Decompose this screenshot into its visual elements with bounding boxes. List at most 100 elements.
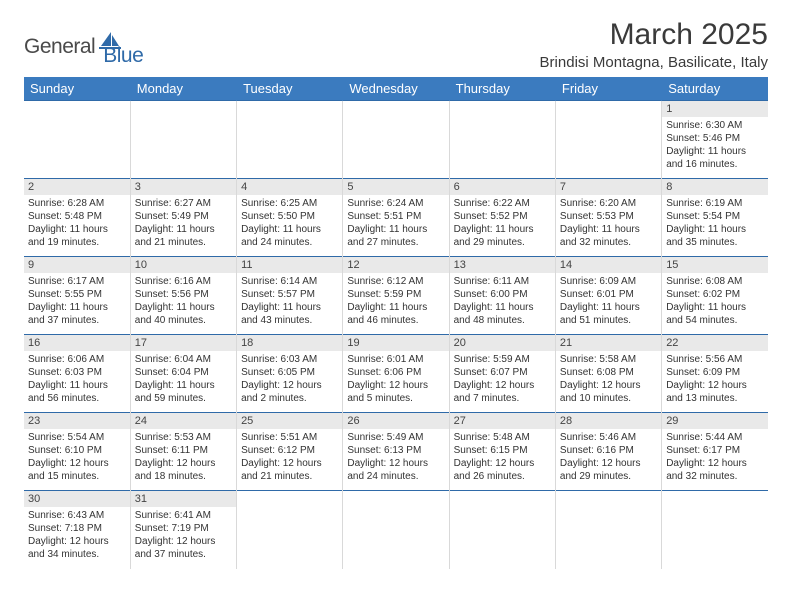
logo-text-blue: Blue	[103, 44, 143, 68]
calendar-empty-cell	[343, 491, 449, 569]
day-info: Sunrise: 6:16 AMSunset: 5:56 PMDaylight:…	[135, 275, 232, 327]
calendar-week-row: 2 Sunrise: 6:28 AMSunset: 5:48 PMDaylight…	[24, 179, 768, 257]
header: General Blue March 2025 Brindisi Montagn…	[24, 18, 768, 71]
calendar-day-cell: 21Sunrise: 5:58 AMSunset: 6:08 PMDayligh…	[555, 335, 661, 413]
day-info: Sunrise: 6:20 AMSunset: 5:53 PMDaylight:…	[560, 197, 657, 249]
day-info: Sunrise: 5:49 AMSunset: 6:13 PMDaylight:…	[347, 431, 444, 483]
day-info: Sunrise: 5:46 AMSunset: 6:16 PMDaylight:…	[560, 431, 657, 483]
day-number: 24	[131, 413, 236, 429]
daylight-line: Daylight: 12 hours and 37 minutes.	[135, 535, 232, 561]
sunset-line: Sunset: 6:06 PM	[347, 366, 444, 379]
weekday-header: Saturday	[662, 77, 768, 101]
weekday-header: Sunday	[24, 77, 130, 101]
sunset-line: Sunset: 6:07 PM	[454, 366, 551, 379]
sunset-line: Sunset: 6:01 PM	[560, 288, 657, 301]
day-number: 25	[237, 413, 342, 429]
sunrise-line: Sunrise: 6:11 AM	[454, 275, 551, 288]
calendar-week-row: 30Sunrise: 6:43 AMSunset: 7:18 PMDayligh…	[24, 491, 768, 569]
calendar-day-cell: 17Sunrise: 6:04 AMSunset: 6:04 PMDayligh…	[130, 335, 236, 413]
day-info: Sunrise: 6:30 AMSunset: 5:46 PMDaylight:…	[666, 119, 764, 171]
sunset-line: Sunset: 5:54 PM	[666, 210, 764, 223]
day-number: 28	[556, 413, 661, 429]
sunset-line: Sunset: 5:57 PM	[241, 288, 338, 301]
sunrise-line: Sunrise: 5:53 AM	[135, 431, 232, 444]
calendar-empty-cell	[449, 101, 555, 179]
calendar-day-cell: 16Sunrise: 6:06 AMSunset: 6:03 PMDayligh…	[24, 335, 130, 413]
logo: General Blue	[24, 26, 143, 68]
daylight-line: Daylight: 12 hours and 32 minutes.	[666, 457, 764, 483]
weekday-header: Thursday	[449, 77, 555, 101]
day-number: 17	[131, 335, 236, 351]
sunrise-line: Sunrise: 6:06 AM	[28, 353, 126, 366]
day-number: 23	[24, 413, 130, 429]
calendar-day-cell: 14Sunrise: 6:09 AMSunset: 6:01 PMDayligh…	[555, 257, 661, 335]
day-number: 31	[131, 491, 236, 507]
day-info: Sunrise: 6:24 AMSunset: 5:51 PMDaylight:…	[347, 197, 444, 249]
sunset-line: Sunset: 6:16 PM	[560, 444, 657, 457]
sunrise-line: Sunrise: 5:49 AM	[347, 431, 444, 444]
calendar-empty-cell	[130, 101, 236, 179]
sunrise-line: Sunrise: 6:19 AM	[666, 197, 764, 210]
day-number: 20	[450, 335, 555, 351]
sunrise-line: Sunrise: 5:58 AM	[560, 353, 657, 366]
sunset-line: Sunset: 6:05 PM	[241, 366, 338, 379]
day-info: Sunrise: 6:41 AMSunset: 7:19 PMDaylight:…	[135, 509, 232, 561]
calendar-week-row: 23 Sunrise: 5:54 AMSunset: 6:10 PMDayligh…	[24, 413, 768, 491]
daylight-line: Daylight: 11 hours and 21 minutes.	[135, 223, 232, 249]
calendar-week-row: 16Sunrise: 6:06 AMSunset: 6:03 PMDayligh…	[24, 335, 768, 413]
day-info: Sunrise: 5:53 AMSunset: 6:11 PMDaylight:…	[135, 431, 232, 483]
calendar-day-cell: 25 Sunrise: 5:51 AMSunset: 6:12 PMDayligh…	[237, 413, 343, 491]
weekday-header: Tuesday	[237, 77, 343, 101]
title-block: March 2025 Brindisi Montagna, Basilicate…	[540, 18, 768, 71]
daylight-line: Daylight: 11 hours and 27 minutes.	[347, 223, 444, 249]
sunset-line: Sunset: 6:09 PM	[666, 366, 764, 379]
daylight-line: Daylight: 11 hours and 48 minutes.	[454, 301, 551, 327]
daylight-line: Daylight: 11 hours and 32 minutes.	[560, 223, 657, 249]
day-info: Sunrise: 5:58 AMSunset: 6:08 PMDaylight:…	[560, 353, 657, 405]
sunset-line: Sunset: 5:53 PM	[560, 210, 657, 223]
calendar-empty-cell	[237, 491, 343, 569]
daylight-line: Daylight: 11 hours and 46 minutes.	[347, 301, 444, 327]
day-number: 2	[24, 179, 130, 195]
sunset-line: Sunset: 5:55 PM	[28, 288, 126, 301]
sunrise-line: Sunrise: 6:20 AM	[560, 197, 657, 210]
day-info: Sunrise: 6:28 AMSunset: 5:48 PMDaylight:…	[28, 197, 126, 249]
sunset-line: Sunset: 5:50 PM	[241, 210, 338, 223]
calendar-head: SundayMondayTuesdayWednesdayThursdayFrid…	[24, 77, 768, 101]
day-number: 29	[662, 413, 768, 429]
day-info: Sunrise: 5:51 AMSunset: 6:12 PMDaylight:…	[241, 431, 338, 483]
day-info: Sunrise: 6:43 AMSunset: 7:18 PMDaylight:…	[28, 509, 126, 561]
day-number: 16	[24, 335, 130, 351]
sunset-line: Sunset: 5:52 PM	[454, 210, 551, 223]
sunset-line: Sunset: 6:12 PM	[241, 444, 338, 457]
daylight-line: Daylight: 11 hours and 54 minutes.	[666, 301, 764, 327]
calendar-day-cell: 1Sunrise: 6:30 AMSunset: 5:46 PMDaylight…	[662, 101, 768, 179]
sunrise-line: Sunrise: 6:43 AM	[28, 509, 126, 522]
sunset-line: Sunset: 6:00 PM	[454, 288, 551, 301]
calendar-empty-cell	[237, 101, 343, 179]
sunset-line: Sunset: 7:18 PM	[28, 522, 126, 535]
daylight-line: Daylight: 11 hours and 24 minutes.	[241, 223, 338, 249]
calendar-day-cell: 7Sunrise: 6:20 AMSunset: 5:53 PMDaylight…	[555, 179, 661, 257]
daylight-line: Daylight: 12 hours and 26 minutes.	[454, 457, 551, 483]
day-number: 10	[131, 257, 236, 273]
sunset-line: Sunset: 6:17 PM	[666, 444, 764, 457]
weekday-header: Friday	[555, 77, 661, 101]
sunrise-line: Sunrise: 5:46 AM	[560, 431, 657, 444]
sunrise-line: Sunrise: 5:44 AM	[666, 431, 764, 444]
sunrise-line: Sunrise: 6:12 AM	[347, 275, 444, 288]
sunset-line: Sunset: 6:03 PM	[28, 366, 126, 379]
calendar-day-cell: 10 Sunrise: 6:16 AMSunset: 5:56 PMDayligh…	[130, 257, 236, 335]
day-info: Sunrise: 5:59 AMSunset: 6:07 PMDaylight:…	[454, 353, 551, 405]
sunset-line: Sunset: 6:04 PM	[135, 366, 232, 379]
day-number: 11	[237, 257, 342, 273]
sunrise-line: Sunrise: 6:16 AM	[135, 275, 232, 288]
calendar-empty-cell	[449, 491, 555, 569]
day-number: 30	[24, 491, 130, 507]
calendar-day-cell: 15Sunrise: 6:08 AMSunset: 6:02 PMDayligh…	[662, 257, 768, 335]
day-info: Sunrise: 6:08 AMSunset: 6:02 PMDaylight:…	[666, 275, 764, 327]
day-info: Sunrise: 6:27 AMSunset: 5:49 PMDaylight:…	[135, 197, 232, 249]
day-info: Sunrise: 5:54 AMSunset: 6:10 PMDaylight:…	[28, 431, 126, 483]
day-number: 22	[662, 335, 768, 351]
sunset-line: Sunset: 6:08 PM	[560, 366, 657, 379]
